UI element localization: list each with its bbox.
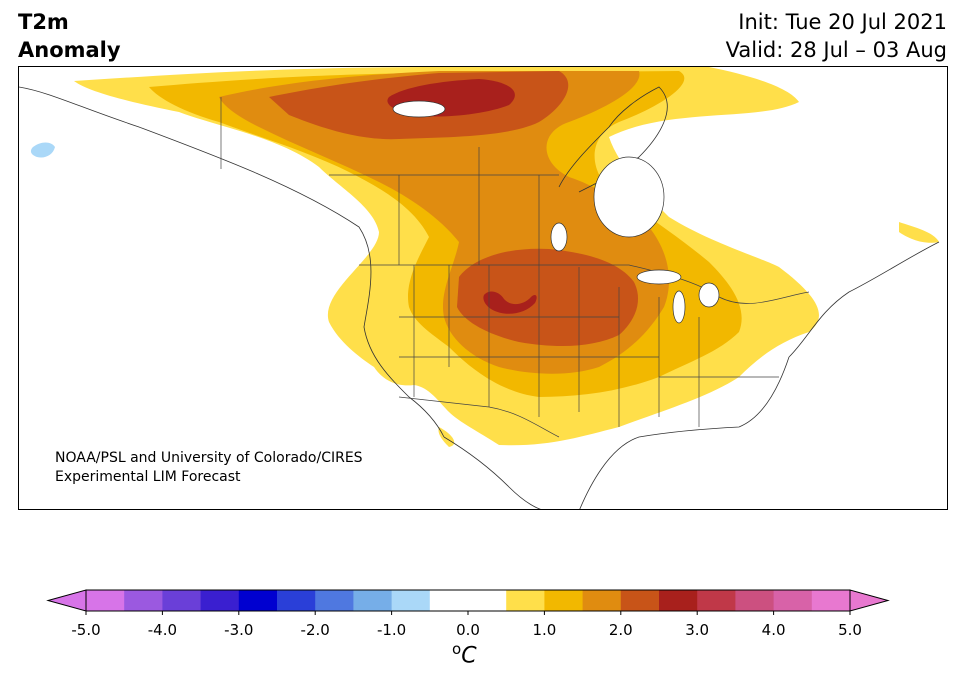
forecast-dates: Init: Tue 20 Jul 2021 Valid: 28 Jul – 03… xyxy=(726,8,947,64)
colorbar-tick-label: 0.0 xyxy=(456,621,480,639)
title-anomaly: Anomaly xyxy=(18,38,121,62)
colorbar-tick-label: 5.0 xyxy=(838,621,862,639)
contour-neg-alaska xyxy=(30,142,55,158)
title-variable: T2m xyxy=(18,10,69,34)
credit-line-1: NOAA/PSL and University of Colorado/CIRE… xyxy=(55,450,363,466)
colorbar-bin xyxy=(659,590,698,611)
coast-east xyxy=(788,241,940,358)
credit-line-2: Experimental LIM Forecast xyxy=(55,469,241,485)
state-lines xyxy=(399,265,779,427)
lake-winnipeg xyxy=(550,222,568,252)
hudson-bay xyxy=(593,156,665,238)
colorbar-tick-label: 2.0 xyxy=(608,621,633,639)
colorbar-tick-label: -1.0 xyxy=(376,621,407,639)
colorbar-bin xyxy=(238,590,278,611)
colorbar-bin xyxy=(86,590,125,611)
colorbar-bin xyxy=(353,590,393,611)
colorbar-tick-label: -2.0 xyxy=(300,621,330,639)
anomaly-map xyxy=(19,67,940,509)
us-mexico-border xyxy=(398,396,560,438)
colorbar-bin xyxy=(162,590,202,611)
colorbar-tick-label: 1.0 xyxy=(532,621,557,639)
colorbar-bin xyxy=(544,590,584,611)
init-date: Init: Tue 20 Jul 2021 xyxy=(738,10,947,34)
political-borders xyxy=(220,97,810,438)
great-slave-lake xyxy=(392,100,446,118)
colorbar-over-arrow xyxy=(849,589,890,612)
colorbar-unit: oC xyxy=(452,640,477,668)
colorbar-bin xyxy=(200,590,240,611)
contour-2.5-plains xyxy=(483,291,537,314)
colorbar-tick-label: 3.0 xyxy=(685,621,710,639)
colorbar-bin xyxy=(315,590,354,611)
contour-0.5-east xyxy=(899,222,939,243)
colorbar-tick-label: -5.0 xyxy=(71,621,101,639)
lake-superior xyxy=(636,269,682,285)
colorbar-bin xyxy=(735,590,775,611)
colorbar-tick-label: -3.0 xyxy=(224,621,254,639)
colorbar-bin xyxy=(468,590,507,611)
lakes xyxy=(392,100,720,324)
anomaly-shading xyxy=(30,67,939,447)
colorbar-bin xyxy=(124,590,163,611)
contour-2.0-plains xyxy=(457,248,639,347)
colorbar xyxy=(46,589,890,615)
colorbar-under-arrow xyxy=(46,589,87,612)
colorbar-bin xyxy=(391,590,431,611)
contour-0.5-gulf xyxy=(438,427,455,447)
credit-text: NOAA/PSL and University of Colorado/CIRE… xyxy=(55,449,363,487)
lake-huron xyxy=(698,282,720,308)
unit-letter: C xyxy=(461,643,477,669)
canada-provinces xyxy=(329,147,559,265)
coast-mexico xyxy=(443,436,541,509)
map-title: T2m Anomaly xyxy=(18,8,121,64)
colorbar-bin xyxy=(506,590,545,611)
colorbar-bin xyxy=(697,590,736,611)
coast-gulf xyxy=(579,356,790,509)
colorbar-bin xyxy=(811,590,851,611)
colorbar-tick-label: 4.0 xyxy=(761,621,786,639)
colorbar-tick-label: -4.0 xyxy=(147,621,178,639)
colorbar-bin xyxy=(277,590,316,611)
colorbar-bin xyxy=(582,590,622,611)
colorbar-bin xyxy=(429,590,469,611)
map-panel xyxy=(18,66,948,510)
valid-range: Valid: 28 Jul – 03 Aug xyxy=(725,38,947,62)
unit-degree: o xyxy=(452,640,462,658)
lake-michigan xyxy=(672,290,686,324)
colorbar-bin xyxy=(773,590,813,611)
colorbar-bin xyxy=(620,590,660,611)
coast-west xyxy=(19,86,445,438)
